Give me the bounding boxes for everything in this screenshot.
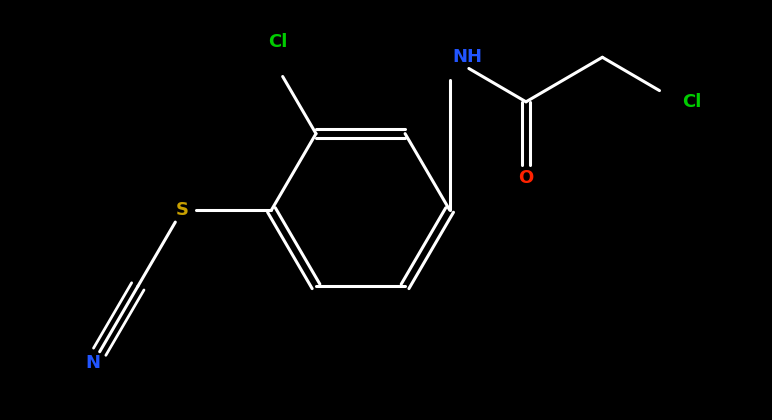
Text: N: N [86,354,101,372]
Text: Cl: Cl [269,33,288,51]
Text: O: O [518,169,533,187]
Text: S: S [176,201,189,219]
Text: NH: NH [453,48,482,66]
Text: Cl: Cl [682,93,701,111]
